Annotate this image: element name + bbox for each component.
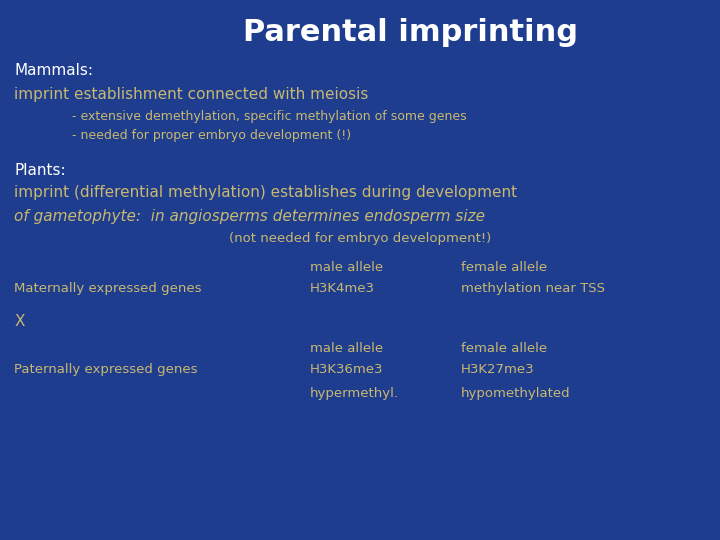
Text: Mammals:: Mammals:: [14, 63, 94, 78]
Text: imprint establishment connected with meiosis: imprint establishment connected with mei…: [14, 87, 369, 102]
Text: H3K4me3: H3K4me3: [310, 282, 374, 295]
Text: imprint (differential methylation) establishes during development: imprint (differential methylation) estab…: [14, 185, 518, 200]
Text: H3K27me3: H3K27me3: [461, 363, 534, 376]
Text: - extensive demethylation, specific methylation of some genes: - extensive demethylation, specific meth…: [72, 110, 467, 123]
Text: H3K36me3: H3K36me3: [310, 363, 383, 376]
Text: hypermethyl.: hypermethyl.: [310, 387, 399, 400]
Text: Paternally expressed genes: Paternally expressed genes: [14, 363, 198, 376]
Text: hypomethylated: hypomethylated: [461, 387, 570, 400]
Text: male allele: male allele: [310, 261, 383, 274]
Text: male allele: male allele: [310, 342, 383, 355]
Text: female allele: female allele: [461, 261, 547, 274]
Text: female allele: female allele: [461, 342, 547, 355]
Text: Maternally expressed genes: Maternally expressed genes: [14, 282, 202, 295]
Text: of gametophyte:  in angiosperms determines endosperm size: of gametophyte: in angiosperms determine…: [14, 208, 485, 224]
Text: Parental imprinting: Parental imprinting: [243, 18, 578, 47]
Text: X: X: [14, 314, 25, 329]
Text: methylation near TSS: methylation near TSS: [461, 282, 605, 295]
Text: Plants:: Plants:: [14, 163, 66, 178]
Text: - needed for proper embryo development (!): - needed for proper embryo development (…: [72, 129, 351, 141]
Text: (not needed for embryo development!): (not needed for embryo development!): [229, 232, 491, 245]
